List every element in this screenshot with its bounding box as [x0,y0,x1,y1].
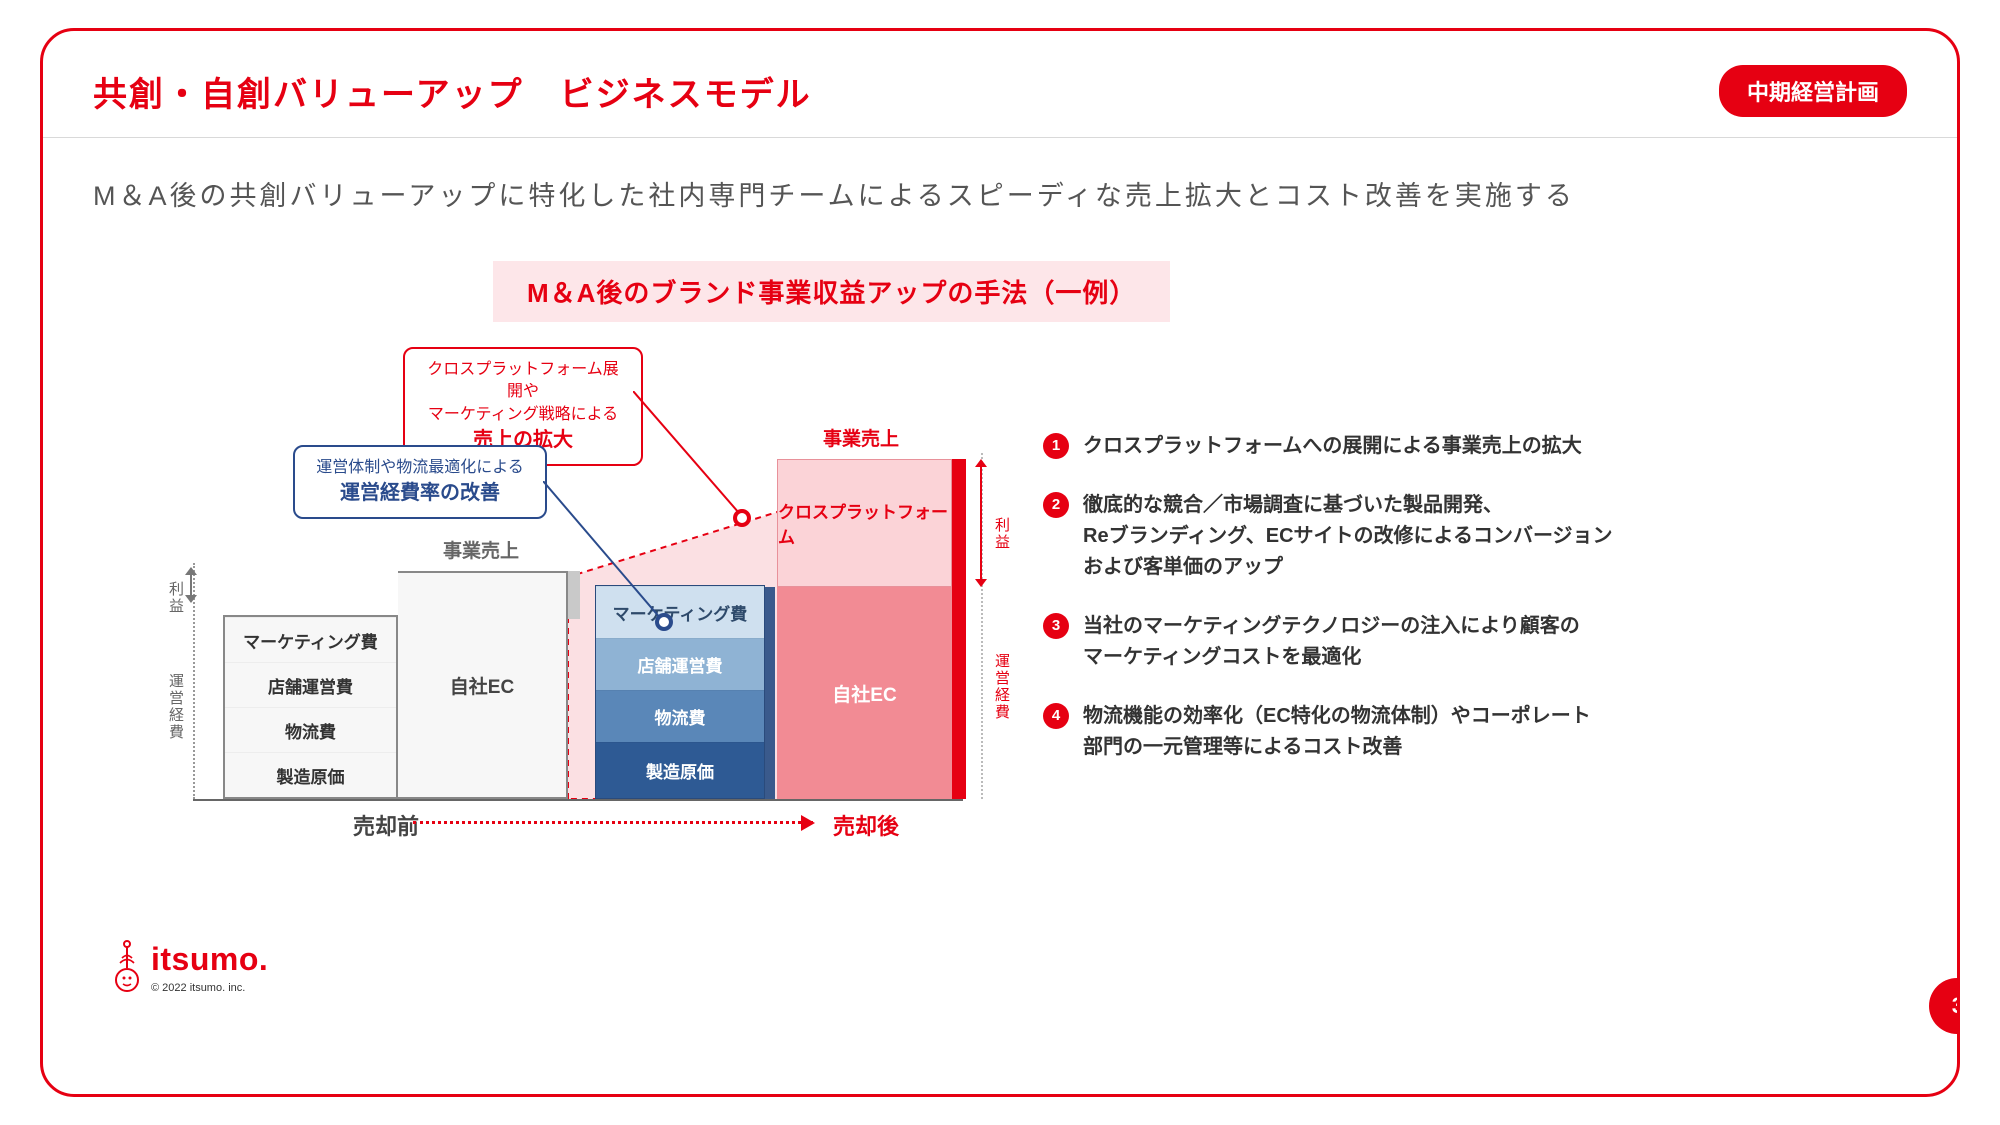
plan-badge: 中期経営計画 [1719,65,1907,117]
list-item: 4 物流機能の効率化（EC特化の物流体制）やコーポレート 部門の一元管理等による… [1043,701,1873,763]
logo-text: itsumo. [151,941,268,978]
list-text: 徹底的な競合／市場調査に基づいた製品開発、 Reブランディング、ECサイトの改修… [1083,490,1613,583]
after-profit-arrow [975,459,987,587]
after-cost-3d-edge [765,587,775,799]
logo-icon [113,940,141,994]
before-opex-label: 運営経費 [165,673,186,741]
callout-opex-improve: 運営体制や物流最適化による 運営経費率の改善 [293,445,547,519]
page-number: 37 [1929,978,1960,1034]
after-sales-bar [952,459,966,799]
before-seg: 製造原価 [225,752,396,797]
list-num-icon: 2 [1043,492,1069,518]
after-ec-column: 自社EC [777,587,952,799]
callout-main: 運営経費率の改善 [313,479,527,507]
before-seg: 店舗運営費 [225,662,396,707]
before-profit-label: 利益 [165,581,186,615]
list-num-icon: 3 [1043,613,1069,639]
after-biz-sales-label: 事業売上 [823,424,899,451]
before-profit-arrow [185,567,197,603]
header: 共創・自創バリューアップ ビジネスモデル 中期経営計画 [43,31,1957,138]
after-label: 売却後 [833,809,899,841]
timeline-arrow [413,821,813,824]
x-axis [193,799,963,801]
after-opex-label: 運営経費 [991,653,1012,721]
callout-blue-connector [543,481,673,631]
callout-sub: クロスプラットフォーム展開や マーケティング戦略による [423,359,623,426]
content-area: M＆A後のブランド事業収益アップの手法（一例） マーケティング費 店舗運営費 物… [93,261,1907,1004]
after-cross-column: クロスプラットフォーム [777,459,952,587]
after-seg: 店舗運営費 [596,638,764,690]
after-seg: 製造原価 [596,742,764,798]
before-seg: 物流費 [225,707,396,752]
chart: マーケティング費 店舗運営費 物流費 製造原価 自社EC 利益 運営経費 事業売… [193,361,1013,831]
before-seg: マーケティング費 [225,617,396,662]
before-biz-sales-label: 事業売上 [443,536,519,563]
page-title: 共創・自創バリューアップ ビジネスモデル [93,67,812,116]
list-text: 物流機能の効率化（EC特化の物流体制）やコーポレート 部門の一元管理等によるコス… [1083,701,1591,763]
after-seg: 物流費 [596,690,764,742]
after-profit-label: 利益 [991,517,1012,551]
subtitle: M＆A後の共創バリューアップに特化した社内専門チームによるスピーディな売上拡大と… [43,138,1957,213]
slide-frame: 共創・自創バリューアップ ビジネスモデル 中期経営計画 M＆A後の共創バリューア… [40,28,1960,1097]
before-cost-column: マーケティング費 店舗運営費 物流費 製造原価 [223,615,398,799]
list-item: 1 クロスプラットフォームへの展開による事業売上の拡大 [1043,431,1873,462]
list-item: 2 徹底的な競合／市場調査に基づいた製品開発、 Reブランディング、ECサイトの… [1043,490,1873,583]
list-item: 3 当社のマーケティングテクノロジーの注入により顧客の マーケティングコストを最… [1043,611,1873,673]
list-num-icon: 4 [1043,703,1069,729]
list-text: クロスプラットフォームへの展開による事業売上の拡大 [1083,431,1582,462]
copyright: © 2022 itsumo. inc. [151,982,268,994]
callout-red-dot [733,509,751,527]
list-num-icon: 1 [1043,433,1069,459]
before-label: 売却前 [353,809,419,841]
chart-title: M＆A後のブランド事業収益アップの手法（一例） [493,261,1170,322]
callout-sub: 運営体制や物流最適化による [313,457,527,479]
callout-blue-dot [655,613,673,631]
footer: itsumo. © 2022 itsumo. inc. [113,940,268,994]
list-text: 当社のマーケティングテクノロジーの注入により顧客の マーケティングコストを最適化 [1083,611,1580,673]
methods-list: 1 クロスプラットフォームへの展開による事業売上の拡大 2 徹底的な競合／市場調… [1043,431,1873,791]
